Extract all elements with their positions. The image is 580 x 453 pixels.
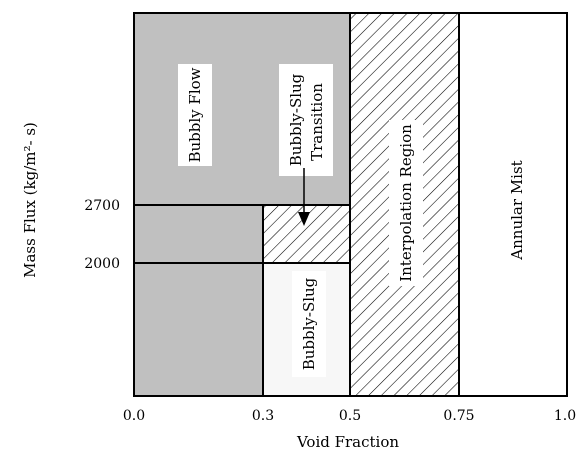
x-tick-0-75: 0.75 [443, 408, 474, 424]
label-annular-mist: Annular Mist [508, 160, 526, 260]
bubbly-flow-label-bg [178, 64, 212, 166]
y-tick-2000: 2000 [84, 256, 120, 272]
x-axis-label: Void Fraction [296, 433, 399, 451]
x-tick-0-3: 0.3 [252, 408, 274, 424]
y-axis-label: Mass Flux (kg/m²- s) [21, 122, 39, 278]
x-tick-0-0: 0.0 [123, 408, 145, 424]
interpolation-label-bg [389, 120, 423, 286]
label-bubbly-slug-transition-line1: Bubbly-Slug [287, 73, 305, 166]
region-boundaries [133, 12, 568, 397]
label-bubbly-slug: Bubbly-Slug [300, 277, 318, 370]
label-bubbly-flow: Bubbly Flow [186, 67, 204, 162]
region-annular-mist [459, 13, 567, 396]
x-tick-0-5: 0.5 [339, 408, 361, 424]
label-interpolation-region: Interpolation Region [397, 124, 415, 282]
arrow-icon [298, 168, 310, 226]
transition-label-bg [279, 64, 333, 176]
bubbly-slug-label-bg [292, 271, 326, 377]
x-tick-1-0: 1.0 [554, 408, 576, 424]
label-bubbly-slug-transition-line2: Transition [308, 83, 326, 161]
y-tick-2700: 2700 [84, 198, 120, 214]
